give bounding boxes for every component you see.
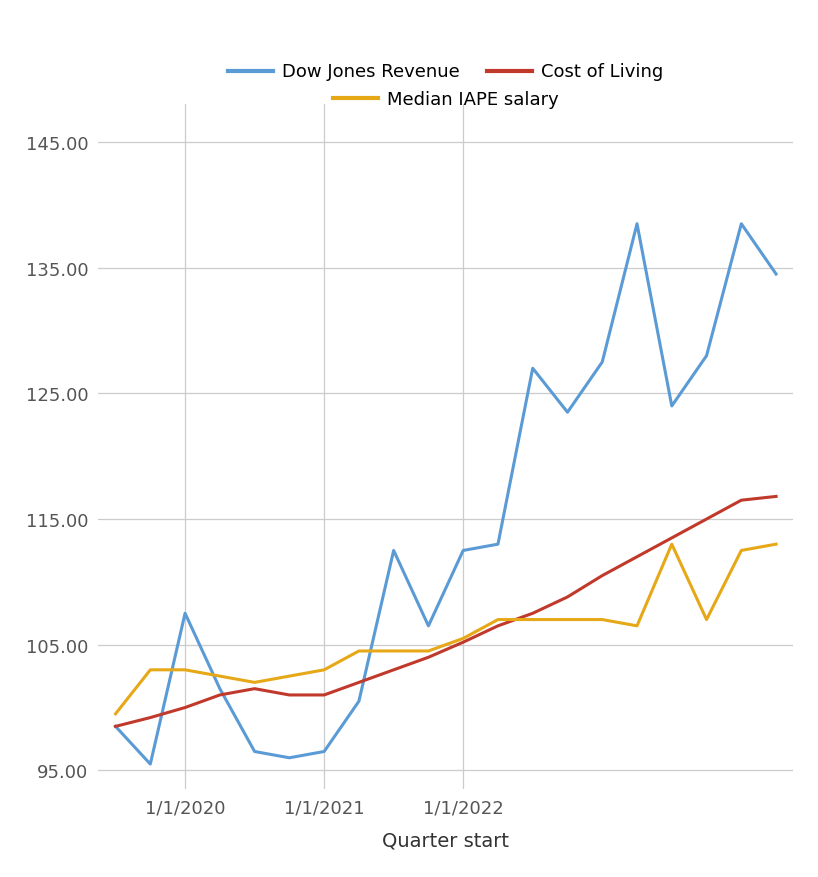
Dow Jones Revenue [597, 357, 607, 367]
Dow Jones Revenue [389, 545, 398, 556]
Dow Jones Revenue [424, 621, 434, 631]
Median IAPE salary [180, 665, 190, 675]
Dow Jones Revenue [249, 746, 259, 757]
Cost of Living [771, 492, 781, 503]
Median IAPE salary [771, 539, 781, 550]
Cost of Living [319, 690, 329, 701]
Cost of Living [285, 690, 294, 701]
Dow Jones Revenue [146, 759, 155, 769]
Cost of Living [528, 609, 537, 619]
Cost of Living [597, 571, 607, 581]
Dow Jones Revenue [180, 609, 190, 619]
Cost of Living [354, 677, 364, 688]
Cost of Living [215, 690, 225, 701]
Cost of Living [146, 712, 155, 723]
Median IAPE salary [146, 665, 155, 675]
Cost of Living [458, 638, 468, 648]
Median IAPE salary [563, 615, 573, 625]
Cost of Living [563, 592, 573, 602]
Dow Jones Revenue [215, 684, 225, 695]
Cost of Living [249, 684, 259, 695]
Cost of Living [424, 652, 434, 663]
Median IAPE salary [667, 539, 676, 550]
Cost of Living [702, 514, 712, 524]
Median IAPE salary [702, 615, 712, 625]
Median IAPE salary [736, 545, 746, 556]
Median IAPE salary [110, 709, 120, 719]
Dow Jones Revenue [493, 539, 503, 550]
Cost of Living [110, 721, 120, 731]
Cost of Living [632, 552, 642, 562]
Dow Jones Revenue [528, 364, 537, 374]
Median IAPE salary [285, 671, 294, 681]
Median IAPE salary [389, 646, 398, 657]
Dow Jones Revenue [319, 746, 329, 757]
Dow Jones Revenue [285, 752, 294, 763]
Line: Dow Jones Revenue: Dow Jones Revenue [115, 225, 776, 764]
Dow Jones Revenue [736, 219, 746, 230]
Median IAPE salary [319, 665, 329, 675]
Median IAPE salary [215, 671, 225, 681]
Line: Cost of Living: Cost of Living [115, 497, 776, 726]
Median IAPE salary [493, 615, 503, 625]
Dow Jones Revenue [702, 351, 712, 361]
Median IAPE salary [249, 677, 259, 688]
Dow Jones Revenue [667, 401, 676, 411]
Dow Jones Revenue [458, 545, 468, 556]
Median IAPE salary [632, 621, 642, 631]
Median IAPE salary [458, 633, 468, 644]
Median IAPE salary [597, 615, 607, 625]
Dow Jones Revenue [771, 269, 781, 280]
Dow Jones Revenue [632, 219, 642, 230]
Dow Jones Revenue [563, 408, 573, 418]
Cost of Living [180, 702, 190, 713]
Median IAPE salary [528, 615, 537, 625]
Legend: Median IAPE salary: Median IAPE salary [326, 83, 566, 116]
X-axis label: Quarter start: Quarter start [382, 831, 510, 850]
Line: Median IAPE salary: Median IAPE salary [115, 545, 776, 714]
Cost of Living [389, 665, 398, 675]
Cost of Living [736, 496, 746, 506]
Median IAPE salary [354, 646, 364, 657]
Dow Jones Revenue [110, 721, 120, 731]
Cost of Living [667, 533, 676, 544]
Median IAPE salary [424, 646, 434, 657]
Cost of Living [493, 621, 503, 631]
Dow Jones Revenue [354, 696, 364, 707]
